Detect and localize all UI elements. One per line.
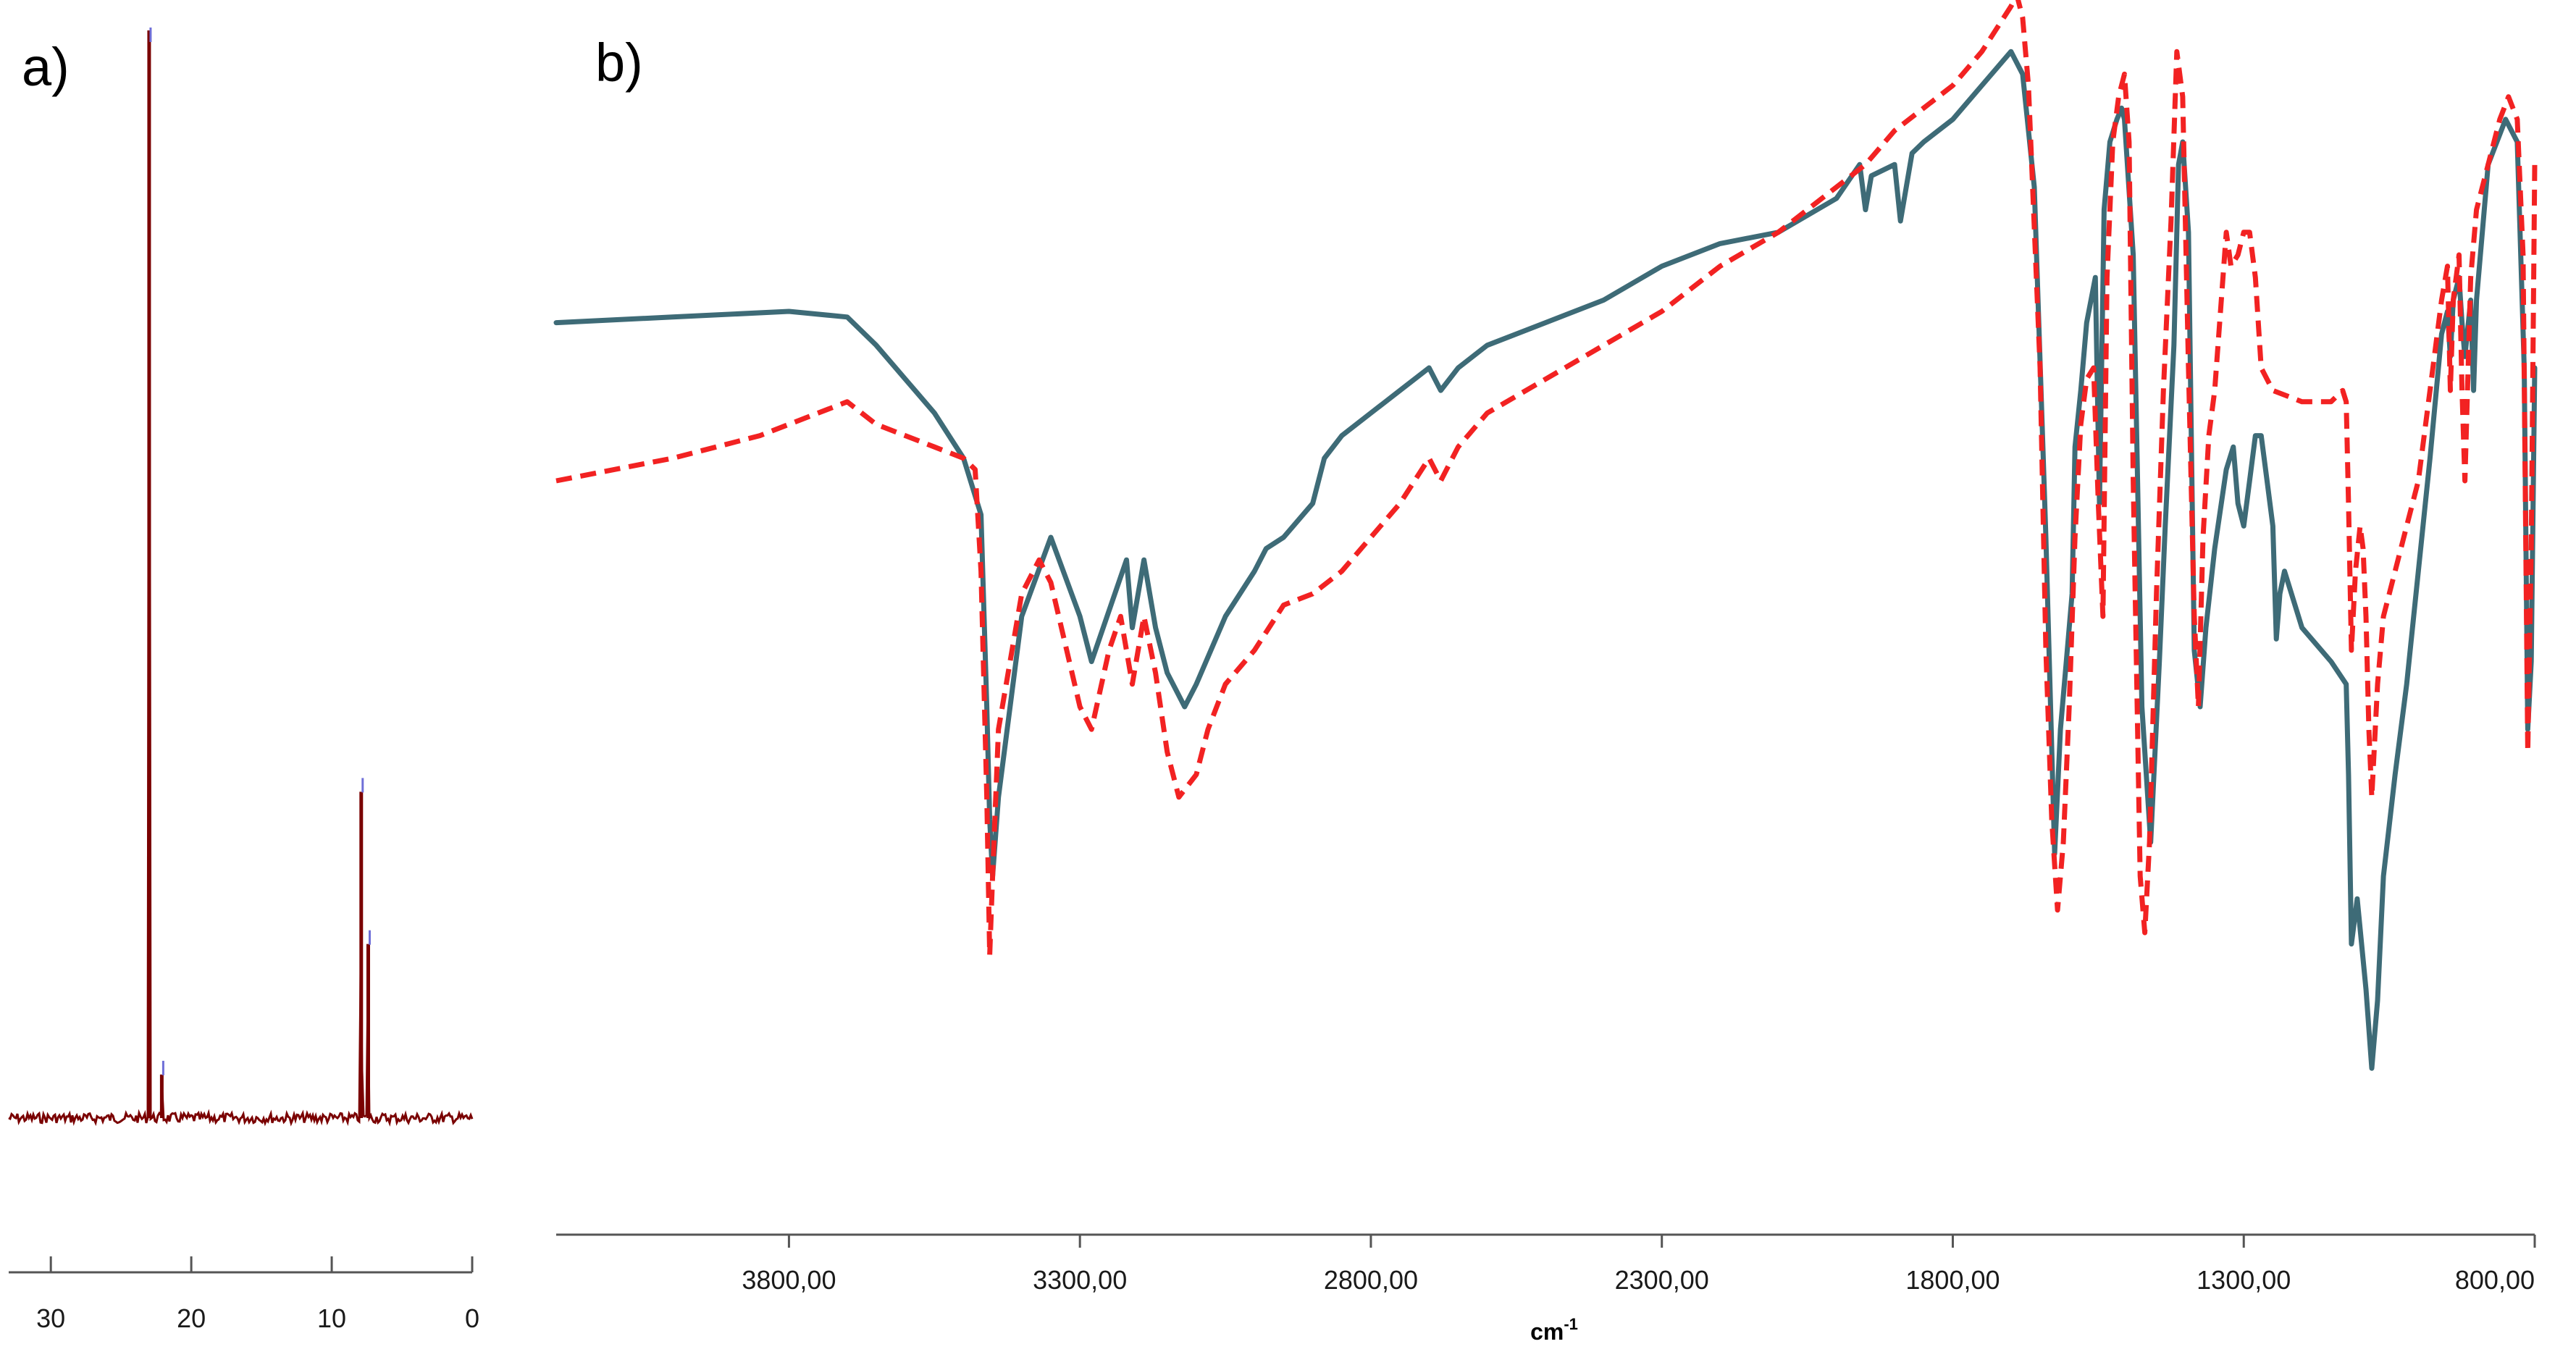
panel-b-x-tick-label: 2300,00	[1615, 1265, 1709, 1295]
panel-a-plot-area	[8, 28, 474, 1127]
panel-b-x-tick-label: 2800,00	[1324, 1265, 1418, 1295]
panel-b: b) 3800,00 3300,00 2800,00 2300,00 1800,00 13…	[553, 0, 2538, 1345]
panel-b-series-2-line	[555, 0, 2538, 958]
panel-b-label: b)	[595, 33, 643, 93]
panel-b-x-tick-label: 3300,00	[1033, 1265, 1127, 1295]
panel-b-series-1-line	[553, 49, 2538, 1071]
panel-b-x-tick-label: 3800,00	[742, 1265, 836, 1295]
panel-a-spectrum-line	[8, 35, 474, 1127]
panel-b-x-tick-label: 800,00	[2455, 1265, 2535, 1295]
panel-b-x-tick-label: 1300,00	[2197, 1265, 2291, 1295]
panel-b-x-tick-label: 1800,00	[1905, 1265, 2000, 1295]
panel-b-x-axis-unit: cm	[1530, 1319, 1564, 1345]
panel-a-x-tick-label: 30	[36, 1303, 65, 1333]
panel-a-x-tick-label: 0	[465, 1303, 479, 1333]
panel-b-x-axis-title: cm-1	[1530, 1315, 1578, 1345]
panel-a: a) 30 20 10 0	[8, 28, 479, 1333]
panel-a-label: a)	[22, 37, 70, 97]
panel-a-x-tick-label: 10	[317, 1303, 346, 1333]
panel-b-x-ticks: 3800,00 3300,00 2800,00 2300,00 1800,00 1300,…	[742, 1235, 2536, 1295]
panel-a-x-tick-label: 20	[177, 1303, 206, 1333]
panel-b-x-axis-unit-exponent: -1	[1564, 1315, 1578, 1333]
panel-a-x-ticks: 30 20 10 0	[36, 1256, 479, 1333]
panel-b-plot-area	[553, 0, 2538, 1071]
